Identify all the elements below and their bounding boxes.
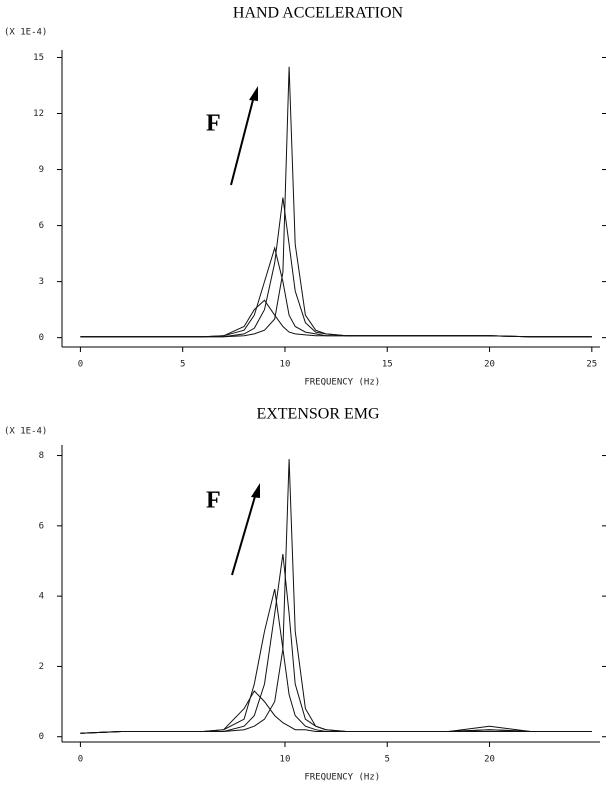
x-tick-label: 10 (280, 360, 291, 370)
x-tick-label: 20 (484, 360, 495, 370)
y-tick-label: 15 (33, 53, 44, 63)
chart-title: HAND ACCELERATION (233, 5, 404, 22)
y-tick-label: 2 (39, 662, 44, 672)
arrow (231, 492, 257, 576)
x-axis-label: FREQUENCY (Hz) (304, 773, 380, 783)
x-tick-label: 15 (382, 360, 393, 370)
x-tick-label: 0 (78, 360, 83, 370)
arrow (230, 95, 255, 186)
arrow-head (249, 86, 258, 101)
chart-title: EXTENSOR EMG (256, 406, 380, 423)
spectrum-line (80, 588, 592, 734)
y-multiplier: (X 1E-4) (4, 427, 47, 437)
x-tick-label: 20 (484, 755, 495, 765)
spectrum-line (80, 246, 592, 338)
arrow-head (251, 483, 260, 498)
y-tick-label: 9 (39, 165, 44, 175)
x-axis-label: FREQUENCY (Hz) (304, 378, 380, 388)
x-tick-label: 5 (180, 360, 185, 370)
x-tick-label: 5 (385, 755, 390, 765)
annotation: F (206, 111, 221, 137)
spectrum-line (80, 66, 592, 338)
spectrum-line (80, 299, 592, 338)
y-tick-label: 4 (39, 592, 44, 602)
spectrum-line (80, 197, 592, 338)
y-tick-label: 6 (39, 221, 44, 231)
y-tick-label: 0 (39, 732, 44, 742)
y-tick-label: 6 (39, 521, 44, 531)
y-tick-label: 3 (39, 277, 44, 287)
spectrum-line (80, 459, 592, 734)
spectrum-line (80, 553, 592, 734)
y-tick-label: 0 (39, 333, 44, 343)
x-tick-label: 10 (280, 755, 291, 765)
annotation: F (206, 488, 221, 514)
y-multiplier: (X 1E-4) (4, 28, 47, 38)
y-tick-label: 12 (33, 109, 44, 119)
x-tick-label: 0 (78, 755, 83, 765)
y-tick-label: 8 (39, 451, 44, 461)
spectrum-line (80, 690, 592, 734)
x-tick-label: 25 (586, 360, 597, 370)
